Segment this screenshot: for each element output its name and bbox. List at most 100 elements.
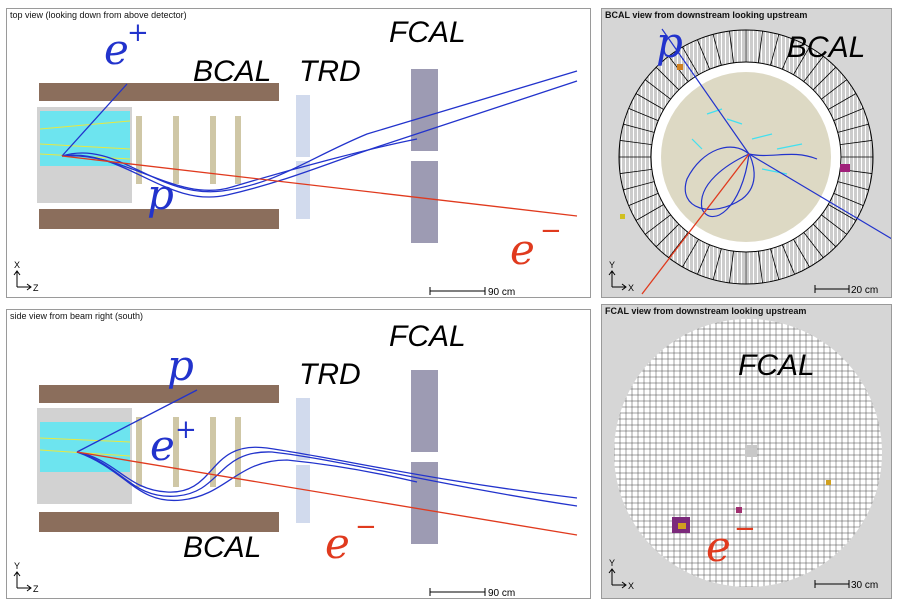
bcal-label: BCAL	[193, 55, 271, 88]
scale-bar	[429, 287, 486, 295]
fcal-view-canvas: FCAL e − Y X 30 cm	[608, 319, 882, 591]
bcal-view-panel: BCAL view from downstream looking upstre…	[601, 8, 892, 298]
bcal-module-divider	[840, 140, 872, 145]
bcal-upper-bar	[39, 385, 279, 403]
bcal-module-divider	[623, 181, 655, 191]
bcal-module-divider	[645, 79, 671, 100]
electron-label: e	[706, 522, 731, 571]
fcal-beam-hole	[745, 445, 757, 457]
axis-indicator	[13, 571, 32, 592]
electron-label: e	[510, 225, 535, 274]
scale-bar	[814, 580, 850, 588]
bcal-module-divider	[837, 181, 869, 191]
energy-deposits	[620, 64, 850, 219]
bcal-module-divider	[668, 232, 689, 258]
positron-label: e	[150, 421, 175, 470]
bcal-module-divider	[655, 66, 680, 91]
axis-x-label: X	[628, 581, 634, 591]
fcal-label: FCAL	[389, 320, 466, 353]
axis-z-label: Z	[33, 283, 39, 293]
bcal-module-divider	[655, 223, 680, 248]
scale-label: 30 cm	[851, 580, 878, 591]
bcal-module-divider	[833, 108, 864, 122]
bcal-module-divider	[645, 214, 671, 235]
electron-track	[76, 451, 578, 536]
bcal-module-divider	[793, 239, 810, 268]
bcal-module-divider	[620, 169, 652, 174]
trd-label: TRD	[299, 55, 361, 88]
top-view-canvas: BCAL TRD FCAL e + p e − X Z 90 cm	[13, 16, 578, 298]
positive-tracks	[61, 70, 578, 198]
axis-indicator	[608, 568, 627, 589]
bcal-module-divider	[758, 31, 763, 63]
bcal-view-title: BCAL view from downstream looking upstre…	[605, 10, 808, 20]
positron-label: e	[104, 25, 129, 74]
fcal-upper	[411, 370, 438, 452]
bcal-module-divider	[812, 223, 837, 248]
bcal-module-divider	[635, 93, 664, 110]
proton-label: p	[147, 170, 174, 219]
scale-label: 20 cm	[851, 285, 878, 296]
fcal-energy-deposits	[672, 480, 831, 533]
bcal-module-divider	[729, 251, 734, 283]
positive-tracks	[76, 389, 578, 507]
trd-upper	[296, 95, 310, 157]
bcal-module-divider	[833, 192, 864, 206]
axis-indicator	[608, 270, 627, 291]
trd-label: TRD	[299, 358, 361, 391]
trd-upper	[296, 398, 310, 460]
axis-y-label: Y	[609, 260, 615, 270]
bcal-upper-bar	[39, 83, 279, 101]
scale-bar	[814, 285, 850, 293]
cyan-hit-cluster	[40, 422, 130, 472]
trd-lower	[296, 465, 310, 523]
bcal-module-divider	[712, 248, 722, 280]
bcal-module-spokes	[619, 30, 873, 284]
positron-sign: +	[175, 415, 197, 445]
bcal-module-divider	[837, 123, 869, 133]
electron-sign: −	[355, 512, 377, 542]
axis-y-label: Y	[14, 561, 20, 571]
bcal-module-divider	[781, 244, 795, 275]
bcal-tracks	[661, 28, 891, 240]
trd-lower	[296, 161, 310, 219]
fcal-view-title: FCAL view from downstream looking upstre…	[605, 306, 807, 316]
bcal-module-divider	[620, 140, 652, 145]
bcal-module-divider	[812, 66, 837, 91]
scale-label: 90 cm	[488, 287, 515, 298]
bcal-view-canvas: BCAL p Y X 20 cm	[608, 18, 891, 296]
bcal-module-divider	[682, 46, 699, 75]
bcal-module-divider	[803, 56, 824, 82]
fcal-upper	[411, 69, 438, 151]
bcal-module-divider	[828, 93, 857, 110]
bcal-module-divider	[628, 108, 659, 122]
electron-track	[61, 155, 578, 217]
positron-sign: +	[127, 18, 149, 48]
bcal-module-divider	[697, 39, 711, 70]
side-view-title: side view from beam right (south)	[10, 311, 144, 321]
fcal-view-panel: FCAL view from downstream looking upstre…	[601, 304, 892, 599]
bcal-module-divider	[623, 123, 655, 133]
fcal-label: FCAL	[738, 349, 815, 382]
side-view-panel: side view from beam right (south) BCAL T…	[6, 309, 591, 599]
proton-label: p	[656, 18, 683, 67]
axis-y-label: Y	[609, 558, 615, 568]
bcal-module-divider	[628, 192, 659, 206]
electron-sign: −	[734, 514, 756, 544]
bcal-module-divider	[697, 244, 711, 275]
top-view-title: top view (looking down from above detect…	[10, 10, 187, 20]
bcal-label: BCAL	[183, 531, 261, 564]
axis-z-label: Z	[33, 584, 39, 594]
fcal-label: FCAL	[389, 16, 466, 49]
bcal-module-divider	[821, 214, 847, 235]
cyan-hit-marks	[691, 108, 803, 175]
bcal-module-divider	[803, 232, 824, 258]
bcal-module-divider	[770, 248, 780, 280]
bcal-label: BCAL	[787, 31, 865, 64]
scale-bar	[429, 588, 486, 596]
bcal-module-divider	[781, 39, 795, 70]
top-view-panel: top view (looking down from above detect…	[6, 8, 591, 298]
bcal-module-divider	[758, 251, 763, 283]
fdc-planes	[136, 417, 241, 487]
bcal-module-divider	[635, 204, 664, 221]
